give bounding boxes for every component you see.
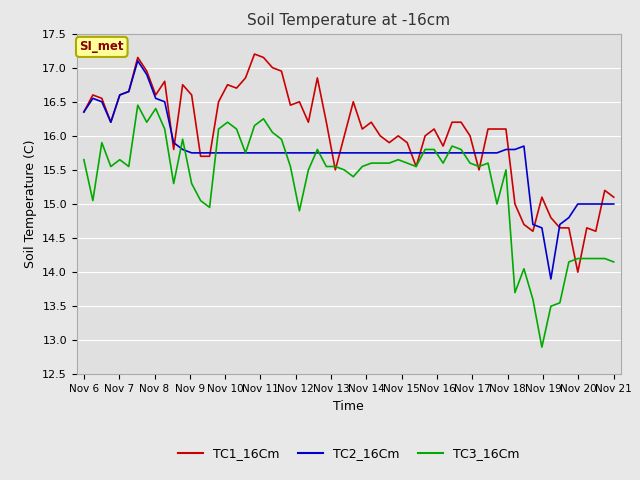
TC1_16Cm [610,194,618,200]
TC3_16Cm [179,136,186,142]
TC2_16Cm [421,150,429,156]
TC2_16Cm [179,146,186,152]
TC3_16Cm [224,120,232,125]
TC2_16Cm [134,58,141,64]
TC1_16Cm [269,65,276,71]
TC3_16Cm [134,102,141,108]
Title: Soil Temperature at -16cm: Soil Temperature at -16cm [247,13,451,28]
Line: TC2_16Cm: TC2_16Cm [84,61,614,279]
TC1_16Cm [251,51,259,57]
TC3_16Cm [421,146,429,152]
Text: SI_met: SI_met [79,40,124,53]
TC1_16Cm [80,109,88,115]
TC3_16Cm [269,130,276,135]
TC2_16Cm [224,150,232,156]
Y-axis label: Soil Temperature (C): Soil Temperature (C) [24,140,36,268]
TC2_16Cm [610,201,618,207]
TC3_16Cm [610,259,618,265]
TC1_16Cm [421,133,429,139]
Legend: TC1_16Cm, TC2_16Cm, TC3_16Cm: TC1_16Cm, TC2_16Cm, TC3_16Cm [173,442,525,465]
TC1_16Cm [170,146,177,152]
TC2_16Cm [269,150,276,156]
TC2_16Cm [242,150,250,156]
TC1_16Cm [233,85,241,91]
TC3_16Cm [260,116,268,122]
X-axis label: Time: Time [333,400,364,413]
TC3_16Cm [242,150,250,156]
TC2_16Cm [260,150,268,156]
TC2_16Cm [547,276,555,282]
TC1_16Cm [574,269,582,275]
TC2_16Cm [80,109,88,115]
Line: TC3_16Cm: TC3_16Cm [84,105,614,347]
TC3_16Cm [538,344,546,350]
TC1_16Cm [260,55,268,60]
TC3_16Cm [80,157,88,163]
Line: TC1_16Cm: TC1_16Cm [84,54,614,272]
TC1_16Cm [215,99,223,105]
